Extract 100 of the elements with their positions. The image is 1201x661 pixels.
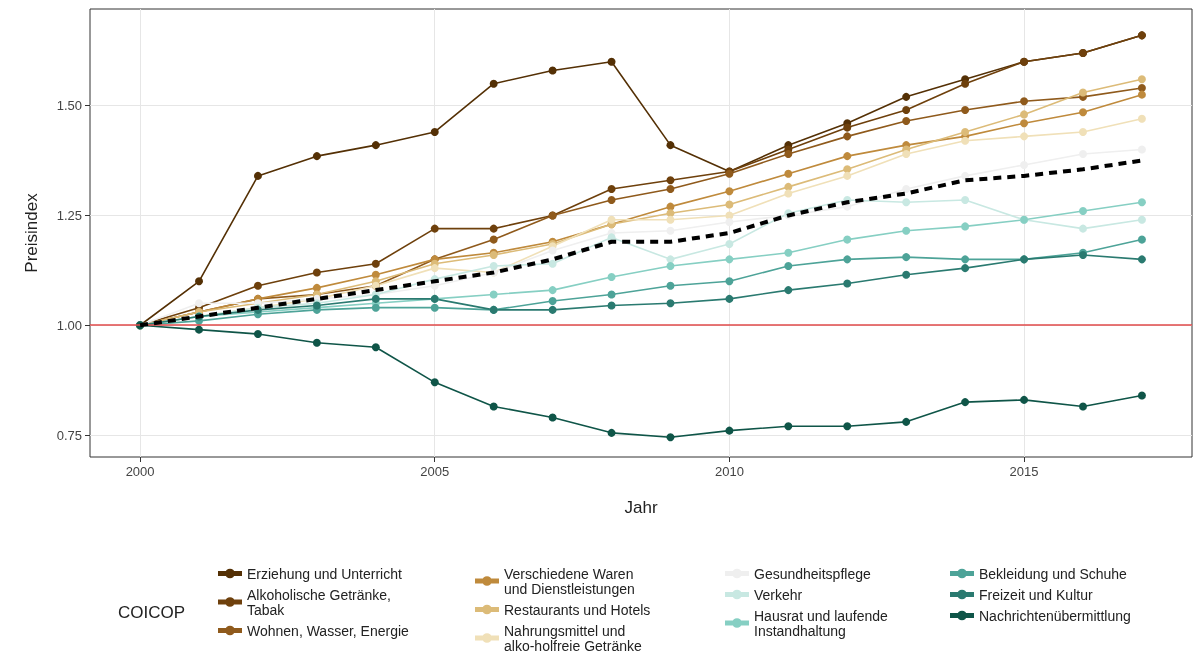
point: [1137, 215, 1146, 224]
legend-label: Alkoholische Getränke, Tabak: [247, 586, 395, 618]
point: [666, 281, 675, 290]
point: [961, 136, 970, 145]
legend-label: Wohnen, Wasser, Energie: [247, 622, 410, 639]
point: [1137, 84, 1146, 93]
point: [666, 299, 675, 308]
point: [489, 290, 498, 299]
point: [371, 141, 380, 150]
point: [961, 255, 970, 264]
point: [843, 123, 852, 132]
point: [1020, 97, 1029, 106]
point: [902, 106, 911, 115]
point: [1078, 207, 1087, 216]
point: [607, 428, 616, 437]
legend-title: COICOP: [118, 603, 186, 622]
point: [784, 422, 793, 431]
legend-label: Erziehung und Unterricht: [247, 565, 402, 582]
point: [725, 187, 734, 196]
point: [902, 417, 911, 426]
point: [489, 261, 498, 270]
point: [666, 185, 675, 194]
point: [607, 215, 616, 224]
point: [371, 303, 380, 312]
point: [312, 283, 321, 292]
point: [843, 171, 852, 180]
point: [961, 196, 970, 205]
point: [902, 185, 911, 194]
point: [725, 255, 734, 264]
legend-label: Gesundheitspflege: [754, 565, 871, 582]
point: [607, 185, 616, 194]
point: [902, 117, 911, 125]
point: [548, 246, 557, 255]
point: [430, 264, 439, 273]
point: [548, 305, 557, 314]
y-axis-title: Preisindex: [22, 192, 41, 273]
point: [195, 325, 204, 334]
x-tick-label: 2015: [1009, 464, 1039, 479]
legend-label: Bekleidung und Schuhe: [979, 565, 1128, 582]
point: [430, 378, 439, 387]
legend-label: Freizeit und Kultur: [979, 586, 1093, 603]
point: [666, 141, 675, 150]
point: [1137, 198, 1146, 207]
point: [961, 264, 970, 273]
point: [430, 303, 439, 312]
point: [371, 343, 380, 352]
point: [1137, 90, 1146, 99]
point: [725, 294, 734, 303]
point: [1078, 88, 1087, 97]
point: [961, 222, 970, 231]
point: [1020, 160, 1029, 169]
point: [312, 338, 321, 347]
point: [843, 235, 852, 244]
point: [843, 255, 852, 264]
point: [784, 286, 793, 295]
point: [607, 290, 616, 299]
legend-label: Verkehr: [754, 586, 803, 603]
point: [843, 152, 852, 161]
legend-label: Nahrungsmittel und alko-holfreie Getränke: [504, 622, 642, 654]
point: [607, 272, 616, 281]
legend-label: Verschiedene Waren und Dienstleistungen: [504, 565, 638, 597]
point: [725, 426, 734, 435]
legend-label: Nachrichtenübermittlung: [979, 607, 1131, 624]
point: [843, 422, 852, 431]
point: [1078, 127, 1087, 136]
point: [784, 169, 793, 178]
point: [843, 132, 852, 141]
point: [666, 215, 675, 224]
point: [195, 299, 204, 308]
point: [666, 261, 675, 270]
point: [253, 330, 262, 339]
point: [312, 268, 321, 277]
y-tick-label: 1.00: [56, 317, 82, 333]
point: [489, 235, 498, 244]
point: [607, 301, 616, 310]
point: [548, 297, 557, 306]
point: [784, 149, 793, 158]
legend-label: Hausrat und laufende Instandhaltung: [754, 607, 892, 639]
point: [430, 224, 439, 233]
point: [784, 248, 793, 257]
point: [725, 218, 734, 227]
y-tick-label: 1.25: [56, 207, 82, 223]
x-tick-label: 2010: [714, 464, 744, 479]
y-tick-label: 0.75: [56, 427, 82, 443]
point: [902, 92, 911, 101]
point: [489, 224, 498, 233]
point: [548, 286, 557, 295]
point: [725, 239, 734, 248]
y-tick-label: 1.50: [56, 98, 82, 114]
point: [725, 277, 734, 286]
point: [902, 149, 911, 158]
point: [902, 198, 911, 207]
point: [784, 182, 793, 191]
point: [548, 259, 557, 268]
point: [548, 413, 557, 422]
point: [430, 127, 439, 136]
point: [666, 176, 675, 185]
x-axis-title: Jahr: [624, 498, 658, 517]
point: [489, 79, 498, 88]
legend-label: Restaurants und Hotels: [504, 601, 651, 618]
